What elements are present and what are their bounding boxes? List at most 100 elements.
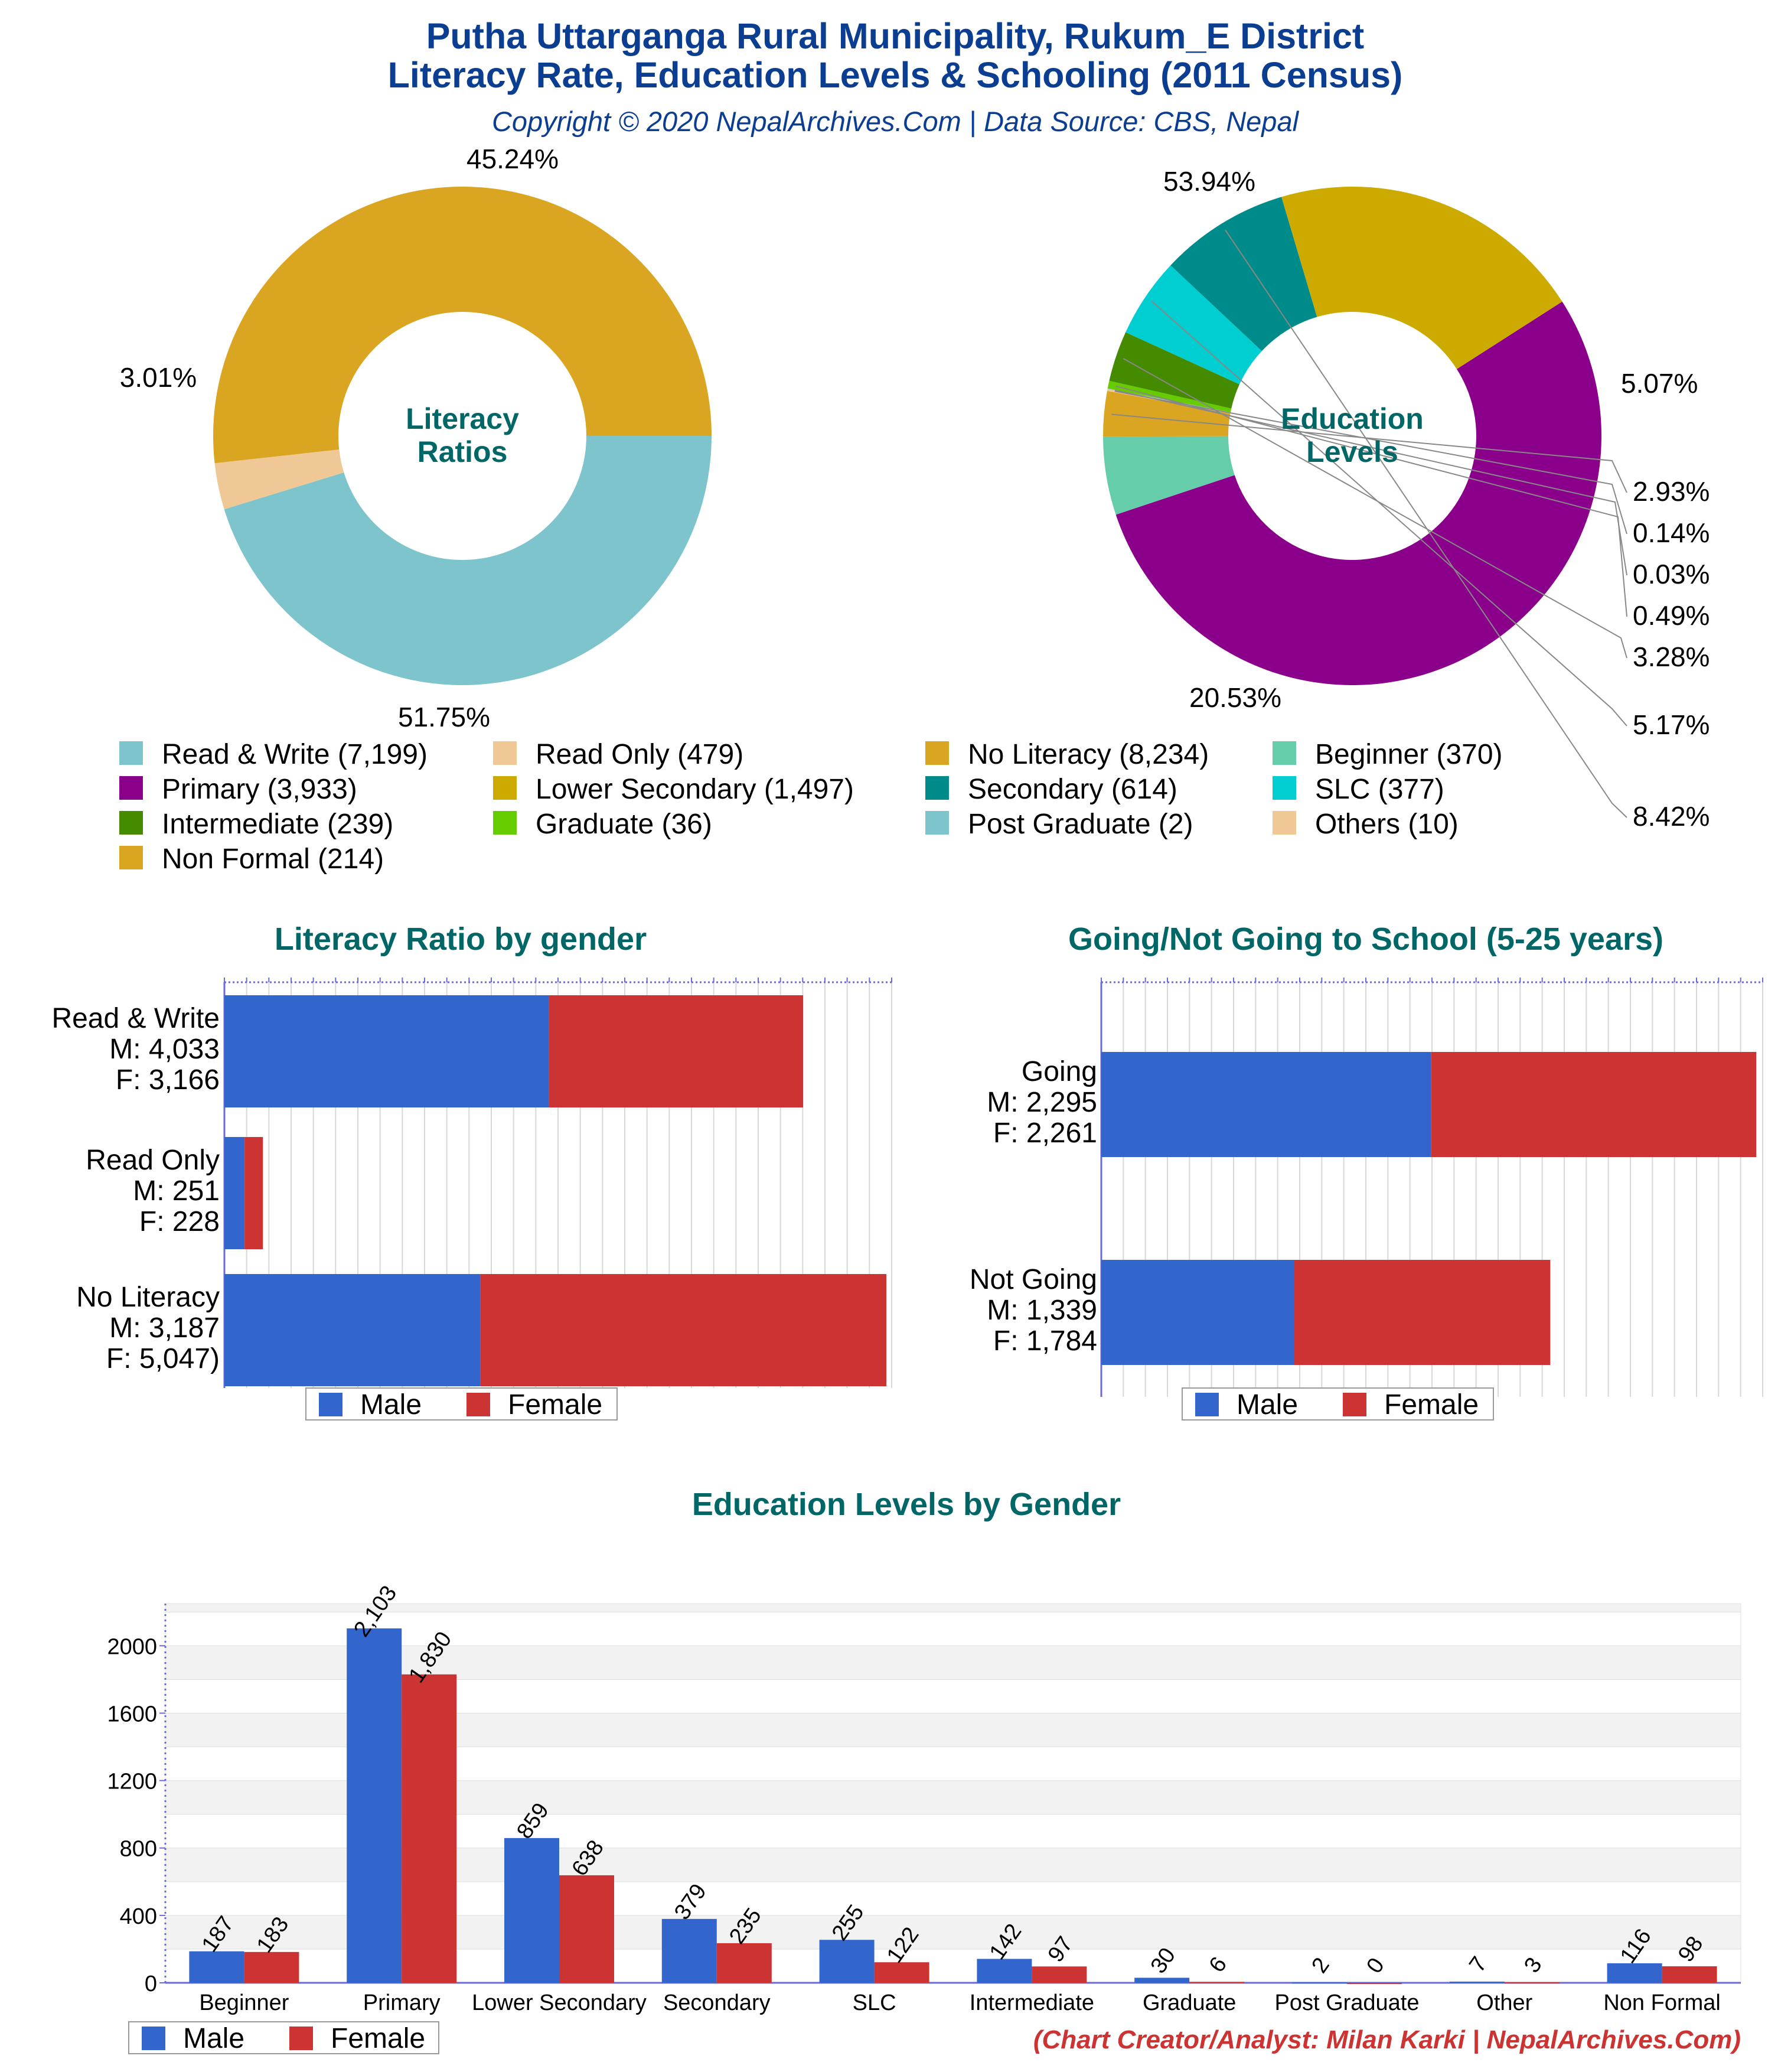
slice-label-primary: 53.94% — [1163, 166, 1255, 197]
leader-line-secondary — [1225, 230, 1627, 818]
legend-label-secondary-614: Secondary (614) — [968, 774, 1177, 805]
slice-label-read-only: 3.01% — [120, 362, 197, 393]
bar-male-read-only — [224, 1137, 245, 1249]
legend-swatch-non-formal-214 — [119, 846, 143, 869]
slice-label-slc: 5.17% — [1633, 709, 1710, 740]
slice-label-others: 0.14% — [1633, 517, 1710, 548]
x-tick-label: Primary — [363, 1990, 441, 2015]
bar-female-primary — [402, 1674, 457, 1983]
bar-female-secondary — [716, 1943, 772, 1983]
category-label-read-only: F: 228 — [139, 1206, 220, 1237]
school-going-bar-chart: Going/Not Going to School (5-25 years) Go… — [970, 921, 1763, 1421]
bar-male-non-formal — [1607, 1963, 1662, 1983]
bar-male-no-literacy — [224, 1274, 481, 1386]
donut-center-label: Ratios — [417, 435, 508, 468]
chart-title-line1: Putha Uttarganga Rural Municipality, Ruk… — [426, 16, 1365, 56]
section-title: Going/Not Going to School (5-25 years) — [1068, 921, 1663, 957]
bar-female-no-literacy — [480, 1274, 887, 1386]
slice-primary — [1115, 301, 1601, 685]
slice-label-secondary: 8.42% — [1633, 801, 1710, 832]
bar-male-primary — [347, 1628, 402, 1983]
legend-swatch-female — [1343, 1393, 1366, 1416]
bar-male-going — [1101, 1052, 1431, 1157]
category-label-not-going: F: 1,784 — [993, 1325, 1097, 1357]
leader-line-graduate — [1115, 385, 1627, 617]
bar-female-beginner — [244, 1952, 299, 1983]
bar-female-lower-secondary — [559, 1875, 614, 1983]
legend-label-female: Female — [331, 2023, 425, 2054]
x-tick-label: Post Graduate — [1274, 1990, 1419, 2015]
legend-swatch-male — [319, 1393, 342, 1416]
section-title: Literacy Ratio by gender — [275, 921, 647, 957]
x-tick-label: Secondary — [663, 1990, 771, 2015]
bar-female-read-write — [549, 995, 804, 1107]
credit-text: (Chart Creator/Analyst: Milan Karki | Ne… — [1033, 2025, 1741, 2054]
bar-female-slc — [874, 1962, 929, 1983]
category-label-not-going: M: 1,339 — [987, 1295, 1097, 1326]
legend-label-beginner-370: Beginner (370) — [1315, 739, 1503, 770]
bar-male-read-write — [224, 995, 549, 1107]
slice-read-write — [224, 436, 712, 686]
bar-female-intermediate — [1032, 1966, 1087, 1983]
x-tick-label: Other — [1476, 1990, 1532, 2015]
pie-legend: Read & Write (7,199) Read Only (479) No Li… — [119, 739, 1503, 875]
x-tick-label: Non Formal — [1603, 1990, 1721, 2015]
grid-band — [165, 1645, 1741, 1680]
slice-label-intermediate: 3.28% — [1633, 641, 1710, 672]
leader-line-slc — [1151, 301, 1627, 726]
y-tick-label: 800 — [120, 1837, 157, 1862]
category-label-no-literacy: No Literacy — [76, 1282, 220, 1313]
category-label-going: Going — [1022, 1056, 1097, 1087]
legend-swatch-read-write-7-199 — [119, 741, 143, 765]
legend-label-lower-secondary-1-497: Lower Secondary (1,497) — [536, 774, 854, 805]
legend-label-graduate-36: Graduate (36) — [536, 809, 712, 840]
leader-line-others — [1114, 390, 1627, 535]
y-tick-label: 2000 — [107, 1634, 157, 1659]
legend-label-non-formal-214: Non Formal (214) — [162, 843, 384, 875]
legend-label-slc-377: SLC (377) — [1315, 774, 1444, 805]
legend-swatch-primary-3-933 — [119, 776, 143, 800]
y-tick-label: 1600 — [107, 1702, 157, 1726]
slice-no-literacy — [213, 187, 712, 464]
legend-swatch-female — [466, 1393, 490, 1416]
bar-female-read-only — [244, 1137, 263, 1249]
slice-slc — [1126, 265, 1262, 385]
slice-non-formal — [1103, 390, 1231, 437]
education-gender-bar-chart: Education Levels by Gender 0 400 800 1200 160… — [107, 1487, 1741, 2054]
donut-center-label: Education — [1281, 402, 1424, 435]
bar-female-going — [1431, 1052, 1757, 1157]
bar-male-intermediate — [977, 1959, 1032, 1983]
grid-band — [165, 1603, 1741, 1612]
y-tick-label: 1200 — [107, 1770, 157, 1794]
bar-female-non-formal — [1662, 1966, 1717, 1983]
slice-beginner — [1103, 436, 1235, 515]
leader-line-post-graduate — [1114, 389, 1627, 576]
leader-line-non-formal — [1111, 413, 1627, 493]
legend-swatch-male — [142, 2027, 165, 2050]
category-label-not-going: Not Going — [970, 1264, 1097, 1295]
bar-female-post-graduate — [1347, 1983, 1402, 1984]
legend-swatch-read-only-479 — [493, 741, 517, 765]
slice-label-beginner: 5.07% — [1621, 368, 1698, 399]
legend-label-primary-3-933: Primary (3,933) — [162, 774, 357, 805]
legend-label-female: Female — [1384, 1389, 1479, 1421]
x-tick-label: SLC — [853, 1990, 896, 2015]
category-label-read-only: Read Only — [86, 1145, 220, 1176]
legend-swatch-lower-secondary-1-497 — [493, 776, 517, 800]
section-title: Education Levels by Gender — [692, 1487, 1121, 1522]
legend-swatch-female — [289, 2027, 313, 2050]
education-levels-donut: 53.94% 5.07% 2.93% 0.14% 0.03% 0.49% 3.28% 5.17… — [1103, 166, 1710, 832]
bar-female-not-going — [1294, 1260, 1551, 1365]
bar-male-secondary — [661, 1918, 717, 1983]
legend-label-male: Male — [1237, 1389, 1298, 1421]
x-tick-label: Graduate — [1143, 1990, 1236, 2015]
chart-title-line2: Literacy Rate, Education Levels & School… — [388, 55, 1403, 95]
legend-box — [128, 2021, 439, 2054]
legend-box — [305, 1387, 618, 1421]
slice-intermediate — [1109, 332, 1240, 409]
legend-swatch-male — [1195, 1393, 1219, 1416]
slice-label-post-graduate: 0.03% — [1633, 559, 1710, 589]
